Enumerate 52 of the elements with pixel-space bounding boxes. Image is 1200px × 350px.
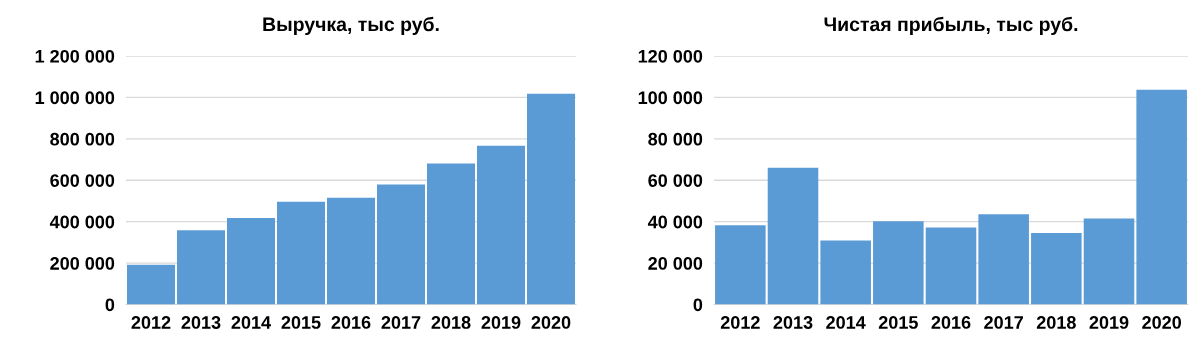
x-tick-label: 2012 (720, 316, 760, 329)
x-tick-label: 2015 (281, 316, 321, 329)
bar (1136, 89, 1187, 305)
y-tick-label: 60 000 (648, 174, 703, 187)
x-tick-label: 2013 (773, 316, 813, 329)
y-tick-label: 200 000 (50, 257, 115, 270)
y-tick-label: 600 000 (50, 174, 115, 187)
bar (127, 264, 175, 305)
bar (277, 201, 325, 305)
x-tick-label: 2015 (878, 316, 918, 329)
x-tick-label: 2012 (131, 316, 171, 329)
bar (767, 167, 819, 305)
chart-title: Выручка, тыс руб. (263, 16, 439, 36)
x-tick-label: 2014 (826, 316, 866, 329)
y-tick-label: 0 (693, 298, 703, 312)
bar (925, 227, 977, 305)
y-tick-label: 400 000 (49, 215, 115, 229)
chart-title: Чистая прибыль, тыс руб. (824, 16, 1078, 36)
y-tick-label: 80 000 (648, 132, 703, 146)
bar (177, 230, 225, 305)
bar (527, 93, 575, 305)
bar (820, 240, 871, 305)
x-tick-label: 2017 (984, 316, 1023, 329)
bar (873, 221, 924, 305)
x-tick-label: 2020 (531, 316, 571, 329)
bar (1031, 233, 1082, 305)
bar (377, 184, 425, 305)
y-tick-label: 0 (105, 298, 115, 312)
y-tick-label: 120 000 (638, 49, 703, 63)
bar (427, 163, 475, 305)
bar (477, 145, 525, 305)
y-tick-label: 1 000 000 (35, 91, 115, 105)
bar (978, 214, 1029, 305)
bar (327, 197, 375, 305)
x-tick-label: 2018 (1036, 316, 1076, 329)
y-tick-label: 100 000 (638, 91, 703, 105)
x-tick-label: 2016 (331, 316, 371, 329)
y-tick-label: 20 000 (648, 257, 703, 270)
bar (227, 217, 275, 305)
x-tick-label: 2013 (181, 316, 221, 329)
x-tick-label: 2020 (1142, 316, 1182, 329)
x-tick-label: 2018 (431, 316, 471, 329)
y-tick-label: 800 000 (50, 132, 115, 146)
y-tick-label: 1 200 000 (35, 49, 115, 63)
x-tick-label: 2019 (481, 316, 521, 329)
bar (1083, 218, 1135, 305)
y-tick-label: 40 000 (647, 215, 703, 229)
x-tick-label: 2017 (381, 316, 421, 329)
x-tick-label: 2019 (1089, 316, 1129, 329)
x-tick-label: 2014 (231, 316, 271, 329)
x-tick-label: 2016 (931, 316, 971, 329)
bar (715, 225, 766, 305)
